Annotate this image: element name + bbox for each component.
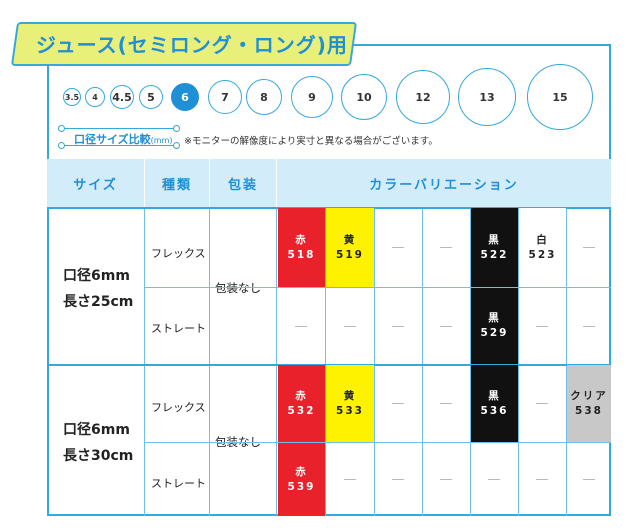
grid-vline xyxy=(374,207,375,516)
color-name: 赤 xyxy=(295,389,308,402)
product-code: 529 xyxy=(480,327,509,339)
bracket-dot-top-end xyxy=(173,125,180,132)
color-name: 黄 xyxy=(343,233,357,246)
bracket-dot-bottom-end xyxy=(173,142,180,149)
product-code: 523 xyxy=(528,248,557,261)
product-code: 539 xyxy=(287,480,316,493)
size-circle: 7 xyxy=(208,80,242,114)
product-code: 533 xyxy=(336,404,364,417)
empty-dash xyxy=(488,479,500,480)
grid-vline xyxy=(209,207,210,516)
product-code: 538 xyxy=(575,404,603,417)
grid-vline xyxy=(144,207,145,516)
empty-dash xyxy=(392,247,404,248)
empty-dash xyxy=(343,325,356,327)
empty-dash xyxy=(582,325,595,327)
color-cell: クリア 538 xyxy=(567,365,611,442)
size-circle: 3.5 xyxy=(63,88,81,106)
color-cell: 赤 532 xyxy=(278,365,325,442)
color-name: 白 xyxy=(536,233,549,246)
size-length: 長さ30cm xyxy=(63,448,134,464)
header-size: サイズ xyxy=(47,159,144,207)
product-code: 522 xyxy=(480,248,509,261)
color-name: 黒 xyxy=(488,312,501,324)
color-cell: 黒 529 xyxy=(471,288,518,364)
header-packaging: 包装 xyxy=(210,159,276,207)
empty-dash xyxy=(295,325,307,327)
empty-dash xyxy=(536,403,548,404)
size-circle: 4 xyxy=(85,87,105,107)
size-circle: 9 xyxy=(291,76,333,118)
size-diameter: 口径6mm xyxy=(63,422,130,438)
empty-dash xyxy=(343,479,356,480)
comparison-label: 口径サイズ比較(mm) xyxy=(74,131,173,147)
product-code: 518 xyxy=(287,248,316,261)
color-name: 黒 xyxy=(488,389,501,402)
type-label: ストレート xyxy=(151,477,206,490)
color-name: 赤 xyxy=(295,233,308,246)
type-label: フレックス xyxy=(151,401,206,414)
grid-vline xyxy=(276,207,277,516)
color-name: 黄 xyxy=(343,389,357,402)
empty-dash xyxy=(582,247,595,248)
type-label: ストレート xyxy=(151,322,206,335)
page-title: ジュース(セミロング・ロング)用 xyxy=(36,33,348,57)
color-cell: 黄 533 xyxy=(326,365,374,442)
empty-dash xyxy=(440,247,452,248)
product-code: 519 xyxy=(336,248,364,261)
size-circle: 10 xyxy=(341,74,387,120)
empty-dash xyxy=(440,479,452,480)
empty-dash xyxy=(440,403,452,404)
color-cell: 赤 518 xyxy=(278,208,325,287)
grid-hline xyxy=(144,442,611,443)
packaging-label: 包装なし xyxy=(215,281,261,295)
monitor-note: ※モニターの解像度により実寸と異なる場合がございます。 xyxy=(184,136,438,147)
empty-dash xyxy=(392,479,404,480)
color-cell: 黄 519 xyxy=(326,208,374,287)
size-label-25: 口径6mm 長さ25cm xyxy=(63,263,133,315)
size-circle: 8 xyxy=(246,79,282,115)
size-circle: 4.5 xyxy=(110,85,134,109)
size-label-30: 口径6mm 長さ30cm xyxy=(63,417,133,469)
size-circle: 12 xyxy=(396,70,450,124)
color-cell: 白 523 xyxy=(519,208,566,287)
color-name: 黒 xyxy=(488,233,501,246)
grid-vline xyxy=(518,207,519,516)
empty-dash xyxy=(582,479,595,480)
size-circle: 5 xyxy=(139,85,163,109)
grid-vline xyxy=(566,207,567,516)
size-circle: 13 xyxy=(458,68,516,126)
empty-dash xyxy=(536,479,548,480)
color-variation-table: サイズ 種類 包装 カラーバリエーション 口径6mm 長さ25cm 口径6mm … xyxy=(47,159,611,516)
product-code: 536 xyxy=(480,404,509,417)
color-name: 赤 xyxy=(295,465,308,478)
header-variation: カラーバリエーション xyxy=(277,159,611,207)
bracket-line-top xyxy=(64,128,174,129)
type-label: フレックス xyxy=(151,247,206,260)
color-name: クリア xyxy=(570,389,608,402)
grid-vline xyxy=(325,207,326,516)
grid-vline xyxy=(422,207,423,516)
empty-dash xyxy=(392,403,404,404)
header-type: 種類 xyxy=(145,159,209,207)
empty-dash xyxy=(440,325,452,327)
color-cell: 黒 522 xyxy=(471,208,518,287)
size-diameter: 口径6mm xyxy=(63,268,130,284)
size-length: 長さ25cm xyxy=(63,294,134,310)
size-circle: 6 xyxy=(171,83,199,111)
size-circle: 15 xyxy=(527,64,593,130)
color-cell: 赤 539 xyxy=(278,443,325,516)
bracket-line-bottom xyxy=(64,145,174,146)
grid-hline xyxy=(144,287,611,288)
empty-dash xyxy=(536,325,548,327)
grid-vline xyxy=(470,207,471,516)
comparison-unit: (mm) xyxy=(150,136,173,145)
empty-dash xyxy=(392,325,404,327)
comparison-label-text: 口径サイズ比較 xyxy=(74,133,151,146)
product-code: 532 xyxy=(287,404,316,417)
color-cell: 黒 536 xyxy=(471,365,518,442)
